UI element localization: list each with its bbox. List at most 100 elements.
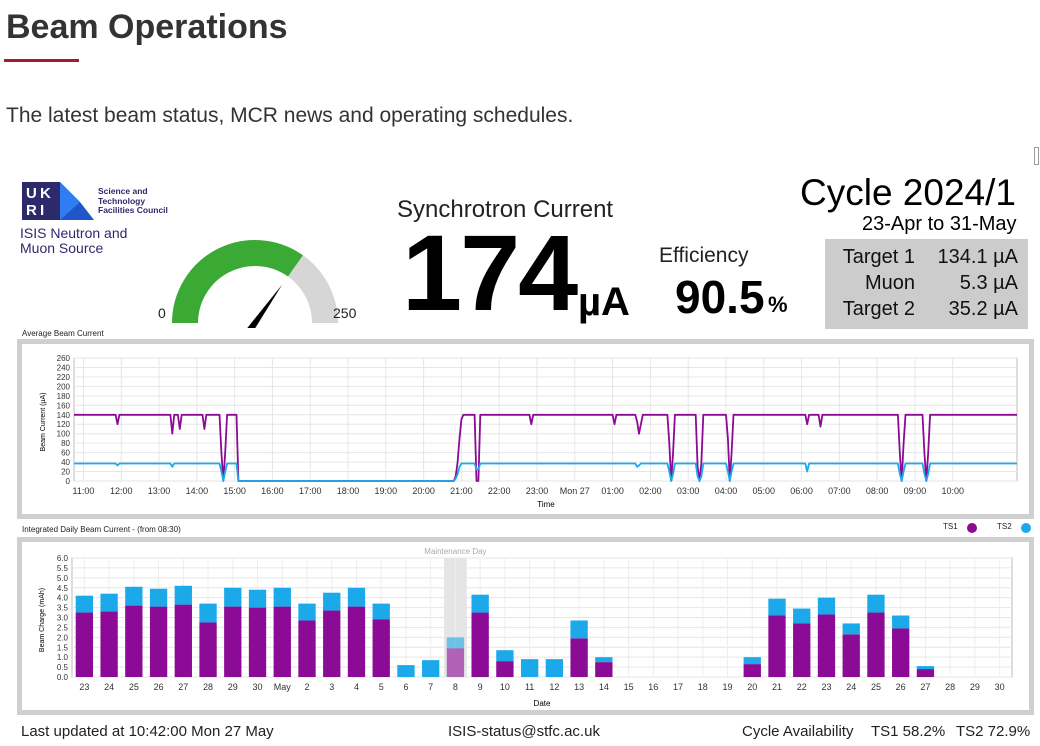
y-tick-label: 2.0: [57, 633, 69, 642]
bar-ts2: [174, 585, 192, 605]
bar-ts1: [125, 605, 143, 677]
beam-current-chart-frame: 0 20 40 60 80 100 120 140 160 180 200 220 240 260 11:…: [17, 339, 1034, 519]
logo-letter: R: [26, 202, 37, 219]
y-tick-label: 6.0: [57, 554, 69, 563]
synchrotron-current-unit: µA: [578, 280, 630, 324]
logo-letter: U: [26, 185, 37, 202]
bar-ts2: [793, 608, 811, 624]
legend-ts1-label: TS1: [943, 522, 958, 531]
series-line-ts1: [74, 413, 1017, 482]
status-email-link[interactable]: ISIS-status@stfc.ac.uk: [448, 723, 600, 740]
gauge-max-label: 250: [333, 305, 357, 321]
x-tick-label: 18: [698, 682, 708, 692]
x-tick-label: 21:00: [450, 486, 473, 496]
efficiency-value: 90.5: [675, 271, 765, 323]
daily-charge-chart: Maintenance Day 0.00.51.01.52.02.53.03.5…: [39, 547, 1013, 708]
y-tick-label: 100: [57, 430, 71, 439]
bar-ts1: [298, 620, 316, 677]
bar-ts1: [916, 669, 935, 677]
y-tick-label: 3.5: [57, 604, 69, 613]
bar-ts1: [323, 610, 341, 677]
scrollbar-handle[interactable]: [1034, 147, 1039, 165]
stfc-line: Technology: [98, 195, 146, 206]
target-name: Muon: [864, 272, 915, 294]
gauge-fill: [172, 240, 303, 324]
y-tick-label: 260: [57, 354, 71, 363]
x-tick-label: 28: [945, 682, 955, 692]
x-tick-label: 15:00: [223, 486, 246, 496]
y-tick-label: 1.0: [57, 653, 69, 662]
bar-ts2: [372, 603, 390, 620]
x-axis-label: Date: [534, 699, 551, 708]
bar-ts2: [397, 665, 415, 677]
y-tick-label: 20: [61, 468, 70, 477]
bar-ts2: [100, 593, 118, 612]
legend-ts2-dot[interactable]: [1021, 523, 1031, 533]
x-tick-label: 18:00: [337, 486, 360, 496]
x-tick-label: 19: [723, 682, 733, 692]
y-tick-label: 140: [57, 411, 71, 420]
x-tick-label: 02:00: [639, 486, 662, 496]
bar-ts2: [248, 589, 267, 608]
synchrotron-current-value: 174: [402, 212, 578, 333]
x-tick-label: 23: [821, 682, 831, 692]
bar-ts1: [273, 606, 291, 677]
bar-ts2: [273, 587, 291, 607]
bar-ts1: [347, 606, 366, 677]
x-tick-label: 16:00: [261, 486, 284, 496]
bar-ts2: [75, 595, 94, 613]
x-tick-label: 15: [624, 682, 634, 692]
target-row-muon: Muon 5.3 µA: [825, 272, 1028, 298]
bar-ts2: [595, 657, 613, 663]
x-tick-label: 14: [599, 682, 609, 692]
x-tick-label: 11: [525, 682, 534, 692]
x-tick-label: 29: [228, 682, 238, 692]
y-tick-label: 80: [61, 439, 70, 448]
y-tick-label: 0.0: [57, 673, 69, 682]
maintenance-day-label: Maintenance Day: [424, 547, 486, 556]
beam-current-chart-title: Average Beam Current: [22, 329, 104, 338]
bar-ts1: [867, 612, 885, 677]
y-axis-ticks: 0.00.51.01.52.02.53.03.54.04.55.05.56.0: [57, 554, 69, 682]
ts1-availability: TS1 58.2%: [871, 723, 946, 740]
x-tick-label: 26: [154, 682, 164, 692]
logo-letter: I: [40, 202, 44, 219]
daily-charge-chart-title: Integrated Daily Beam Current - (from 08…: [22, 525, 181, 534]
cycle-availability-label: Cycle Availability: [742, 723, 854, 740]
target-currents-panel: Target 1 134.1 µA Muon 5.3 µA Target 2 3…: [825, 239, 1028, 329]
y-tick-label: 0: [66, 477, 71, 486]
x-tick-label: 10:00: [941, 486, 964, 496]
y-tick-label: 220: [57, 373, 71, 382]
bar-ts1: [100, 611, 118, 677]
bar-ts1: [743, 664, 761, 677]
bar-ts1: [842, 634, 860, 677]
bar-ts1: [224, 606, 242, 677]
x-tick-label: 25: [129, 682, 139, 692]
x-tick-label: 03:00: [677, 486, 700, 496]
x-tick-label: 23:00: [526, 486, 549, 496]
x-tick-label: 24: [846, 682, 856, 692]
y-axis-label: Beam Charge (mAh): [39, 588, 46, 652]
current-gauge: [172, 240, 338, 328]
legend-ts1-dot[interactable]: [967, 523, 977, 533]
x-tick-label: 12:00: [110, 486, 133, 496]
bar-ts1: [595, 662, 613, 677]
y-tick-label: 0.5: [57, 663, 69, 672]
x-tick-label: 14:00: [186, 486, 209, 496]
y-tick-label: 2.5: [57, 623, 69, 632]
page-title: Beam Operations: [6, 8, 288, 46]
x-tick-label: 17: [673, 682, 683, 692]
x-tick-label: 22:00: [488, 486, 511, 496]
x-tick-label: 6: [403, 682, 408, 692]
x-axis-ticks: 11:00 12:00 13:00 14:00 15:00 16:00 17:00 18:00…: [73, 486, 964, 496]
bar-ts1: [496, 661, 514, 677]
bar-ts2: [842, 623, 860, 635]
x-tick-label: 20:00: [412, 486, 435, 496]
x-tick-label: 07:00: [828, 486, 851, 496]
x-tick-label: 4: [354, 682, 359, 692]
bar-ts2: [298, 603, 316, 621]
efficiency-label: Efficiency: [659, 244, 749, 267]
bar-ts1: [471, 612, 489, 677]
x-tick-label: 2: [304, 682, 309, 692]
